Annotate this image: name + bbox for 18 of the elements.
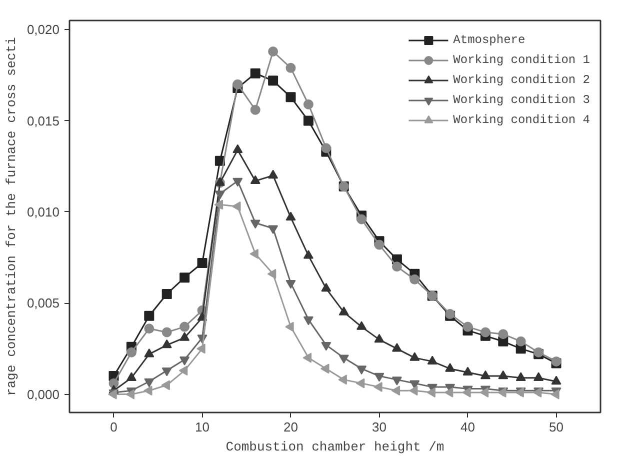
x-tick-label: 30 [372,420,386,434]
y-tick-label: 0,005 [26,296,60,311]
x-tick-label: 10 [195,420,210,434]
y-tick-label: 0,020 [26,22,60,38]
x-tick-label: 50 [549,420,564,434]
y-tick-label: 0,010 [26,204,60,220]
y-axis-title: rage concentration for the furnace cross secti [4,36,19,396]
y-tick-label: 0,015 [26,113,60,128]
y-tick-label: 0,000 [26,386,60,402]
legend-label: Atmosphere [453,33,526,47]
legend-label: Working condition 3 [453,93,590,107]
legend-label: Working condition 1 [453,53,590,67]
x-tick-label: 20 [284,420,298,434]
legend-label: Working condition 4 [453,113,590,127]
x-tick-label: 0 [110,420,118,434]
x-tick-label: 40 [460,420,475,434]
x-axis-title: Combustion chamber height /m [226,440,444,454]
legend-label: Working condition 2 [453,73,590,87]
